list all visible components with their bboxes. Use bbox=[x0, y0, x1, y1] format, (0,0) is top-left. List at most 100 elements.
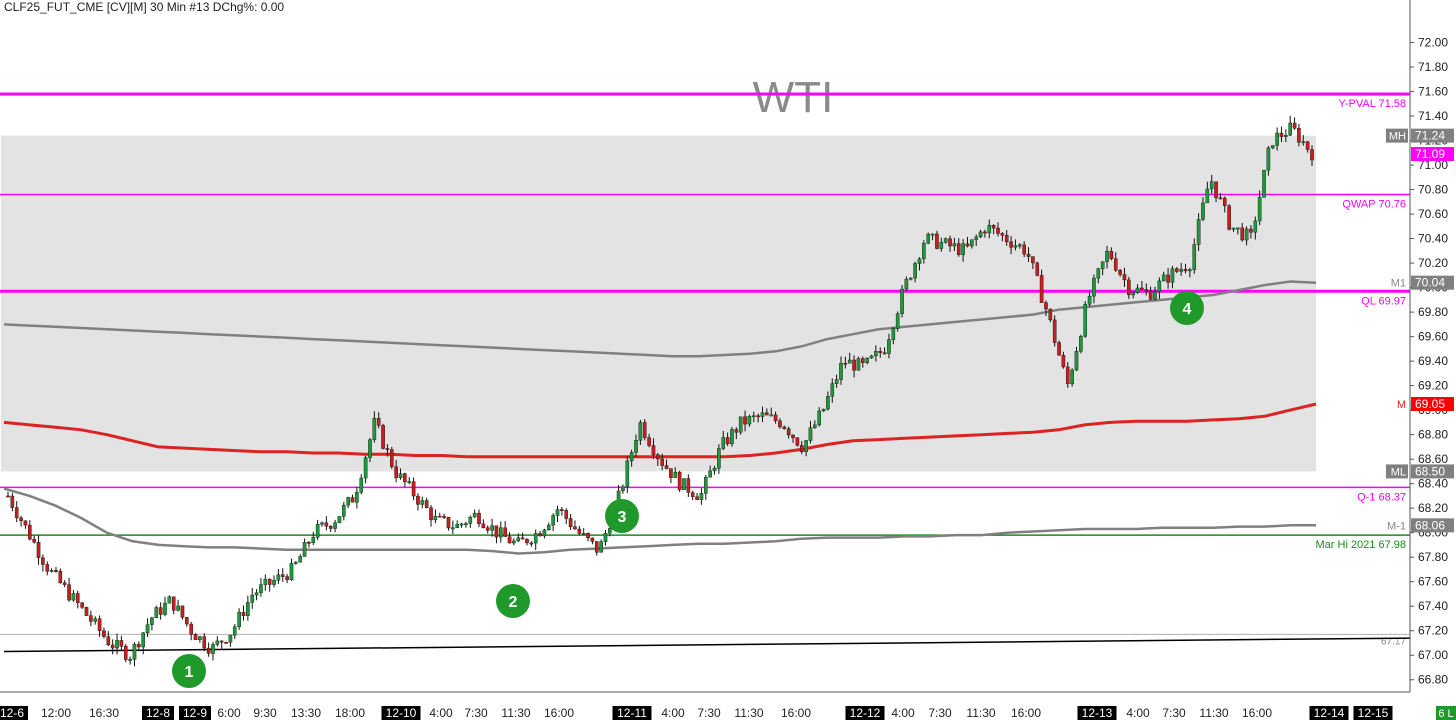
candle-body bbox=[389, 449, 394, 467]
x-tick: 13:30 bbox=[291, 706, 321, 720]
candle-body bbox=[420, 500, 425, 505]
price-tag-box bbox=[1411, 128, 1454, 143]
candle-body bbox=[1292, 122, 1297, 129]
x-tick-label: 18:00 bbox=[335, 706, 365, 720]
candle-body bbox=[1131, 292, 1135, 296]
candle-body bbox=[163, 602, 167, 615]
level-label-0: Y-PVAL 71.58 bbox=[1339, 98, 1406, 110]
candle-body bbox=[1074, 351, 1079, 371]
price-tag-value: 71.09 bbox=[1415, 147, 1445, 161]
marker-number: 3 bbox=[618, 509, 627, 526]
candle-body bbox=[102, 630, 106, 637]
candle-body bbox=[1170, 268, 1175, 283]
candle-body bbox=[625, 460, 630, 487]
candle-body bbox=[1092, 277, 1096, 297]
x-tick: 12-11 bbox=[612, 706, 652, 720]
candle-body bbox=[747, 415, 752, 425]
candle-body bbox=[45, 564, 50, 572]
candle-body bbox=[250, 594, 255, 603]
price-axis[interactable]: 72.0071.8071.6071.4071.2071.0070.8070.60… bbox=[1386, 0, 1454, 692]
candle-body bbox=[804, 440, 808, 453]
level-label-2: QL 69.97 bbox=[1361, 295, 1406, 307]
x-tick-label: 16:00 bbox=[781, 706, 811, 720]
candle-body bbox=[1188, 269, 1192, 272]
candle-body bbox=[97, 618, 102, 631]
x-date-label: 12-6 bbox=[0, 706, 24, 720]
y-tick-label: 67.20 bbox=[1418, 624, 1448, 638]
series-line-M-1 bbox=[3, 487, 1316, 555]
candle-body bbox=[935, 233, 939, 249]
time-axis[interactable]: 12-6 12:00 16:30 12-8 12-9 6:00 9:30 13:30 18:00… bbox=[0, 691, 1456, 720]
marker-number: 2 bbox=[509, 594, 518, 611]
candle-body bbox=[411, 481, 416, 497]
price-tag-MH: 71.24 MH bbox=[1386, 128, 1454, 143]
marker-4: 4 bbox=[1170, 291, 1204, 325]
candle-body bbox=[185, 617, 189, 625]
candle-body bbox=[1079, 336, 1083, 352]
y-tick-label: 67.00 bbox=[1418, 648, 1448, 662]
candle-body bbox=[734, 429, 739, 433]
candle-body bbox=[703, 476, 708, 494]
candle-body bbox=[1222, 197, 1227, 206]
candle-body bbox=[468, 516, 473, 524]
candle-body bbox=[778, 420, 782, 428]
price-tag-M: 69.05 M bbox=[1397, 397, 1454, 412]
candle-body bbox=[904, 278, 909, 290]
candle-body bbox=[394, 466, 398, 478]
candle-body bbox=[141, 632, 145, 648]
candle-body bbox=[193, 634, 198, 641]
x-date-box bbox=[142, 706, 174, 720]
candle-body bbox=[1166, 274, 1170, 283]
corner-box bbox=[1436, 706, 1456, 720]
price-tag-label-box bbox=[1386, 464, 1408, 479]
candle-body bbox=[429, 507, 433, 521]
y-tick-label: 70.40 bbox=[1418, 232, 1448, 246]
candle-body bbox=[28, 524, 32, 540]
candle-body bbox=[1065, 366, 1070, 385]
candle-body bbox=[359, 477, 364, 493]
price-tag-label: MH bbox=[1389, 131, 1406, 143]
candle-body bbox=[328, 526, 333, 529]
candle-body bbox=[664, 465, 669, 469]
candle-body bbox=[224, 642, 228, 644]
candle-body bbox=[132, 643, 137, 660]
candle-body bbox=[564, 509, 569, 519]
candle-body bbox=[943, 238, 948, 243]
candle-body bbox=[860, 358, 865, 363]
candle-body bbox=[315, 524, 320, 538]
candle-body bbox=[381, 425, 385, 449]
candle-body bbox=[991, 225, 996, 229]
x-tick: 16:00 bbox=[544, 706, 574, 720]
x-tick-label: 13:30 bbox=[291, 706, 321, 720]
price-tag-box bbox=[1411, 275, 1454, 290]
candle-body bbox=[267, 578, 272, 585]
candle-body bbox=[372, 417, 377, 440]
candle-body bbox=[324, 522, 329, 527]
price-tag-value: 68.06 bbox=[1415, 518, 1445, 532]
candle-body bbox=[555, 509, 560, 516]
x-tick: 11:30 bbox=[966, 706, 995, 720]
candle-body bbox=[416, 495, 420, 505]
candle-body bbox=[167, 596, 172, 604]
x-tick-label: 4:00 bbox=[1126, 706, 1150, 720]
y-tick-label: 69.20 bbox=[1418, 379, 1448, 393]
candle-body bbox=[180, 605, 185, 618]
candle-body bbox=[298, 556, 303, 563]
candle-body bbox=[481, 523, 486, 528]
x-tick: 12-15 bbox=[1353, 706, 1393, 720]
candle-body bbox=[939, 242, 944, 249]
candle-body bbox=[1035, 262, 1040, 276]
candle-body bbox=[769, 414, 774, 417]
candle-body bbox=[1231, 227, 1236, 230]
candle-body bbox=[1227, 205, 1231, 230]
candle-body bbox=[58, 570, 63, 583]
candle-body bbox=[1297, 128, 1301, 143]
x-tick: 12-13 bbox=[1077, 706, 1117, 720]
candle-body bbox=[651, 445, 656, 455]
candle-body bbox=[1026, 253, 1031, 257]
candle-body bbox=[84, 607, 89, 616]
candle-body bbox=[603, 533, 608, 542]
x-date-label: 12-14 bbox=[1314, 706, 1345, 720]
candle-body bbox=[834, 379, 839, 384]
